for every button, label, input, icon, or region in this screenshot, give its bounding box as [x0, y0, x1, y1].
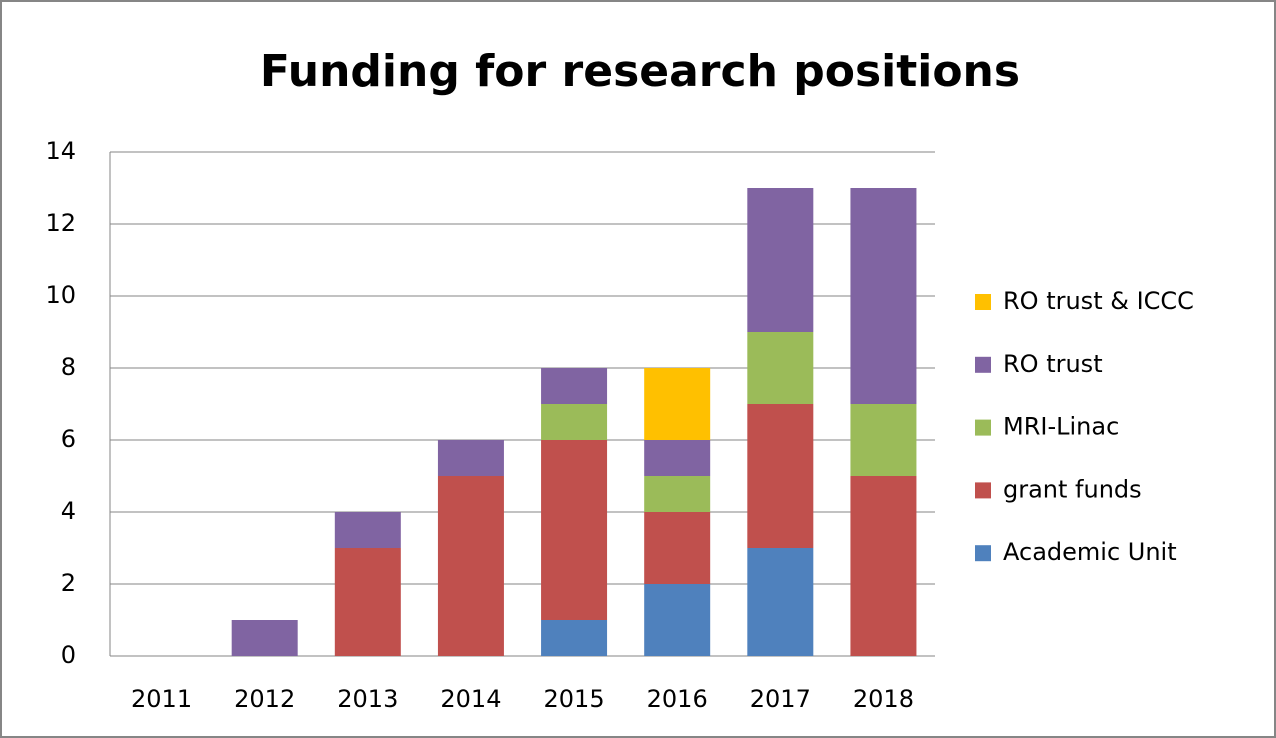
bar-segment: [231, 620, 298, 656]
legend-swatch: [975, 294, 991, 310]
y-tick-label: 0: [61, 641, 76, 669]
bar-segment: [747, 404, 814, 548]
x-tick-label: 2013: [337, 685, 398, 713]
bar-segment: [850, 188, 917, 404]
x-tick-label: 2012: [234, 685, 295, 713]
bar-segment: [644, 440, 711, 476]
legend-swatch: [975, 545, 991, 562]
bar-segment: [334, 512, 401, 548]
legend-swatch: [975, 482, 991, 499]
bar-segment: [437, 440, 504, 476]
y-tick-label: 14: [45, 137, 76, 165]
legend-label: Academic Unit: [1003, 538, 1177, 566]
y-tick-label: 6: [61, 425, 76, 453]
bar-segment: [644, 368, 711, 440]
x-tick-label: 2016: [647, 685, 708, 713]
x-tick-label: 2015: [544, 685, 605, 713]
bar-segment: [541, 368, 608, 404]
x-tick-label: 2014: [440, 685, 501, 713]
x-tick-label: 2011: [131, 685, 192, 713]
bar-segment: [747, 188, 814, 332]
legend-label: RO trust & ICCC: [1003, 287, 1194, 315]
bar-segment: [541, 404, 608, 440]
y-tick-label: 4: [61, 497, 76, 525]
bar-segment: [850, 476, 917, 656]
bar-segment: [334, 548, 401, 656]
bar-segment: [747, 548, 814, 656]
chart-title: Funding for research positions: [260, 46, 1020, 97]
bar-segment: [644, 584, 711, 656]
bar-segment: [644, 476, 711, 512]
y-tick-label: 12: [45, 209, 76, 237]
x-tick-label: 2018: [853, 685, 914, 713]
y-tick-label: 10: [45, 281, 76, 309]
legend-label: MRI-Linac: [1003, 413, 1119, 441]
bar-segment: [850, 404, 917, 476]
legend-swatch: [975, 419, 991, 436]
legend-swatch: [975, 356, 991, 373]
y-tick-label: 8: [61, 353, 76, 381]
legend-label: RO trust: [1003, 350, 1103, 378]
legend-label: grant funds: [1003, 475, 1142, 503]
bar-segment: [747, 332, 814, 404]
bar-segment: [644, 512, 711, 584]
x-tick-label: 2017: [750, 685, 811, 713]
y-tick-label: 2: [61, 569, 76, 597]
bar-segment: [541, 620, 608, 656]
bar-segment: [541, 440, 608, 620]
bar-segment: [437, 476, 504, 656]
